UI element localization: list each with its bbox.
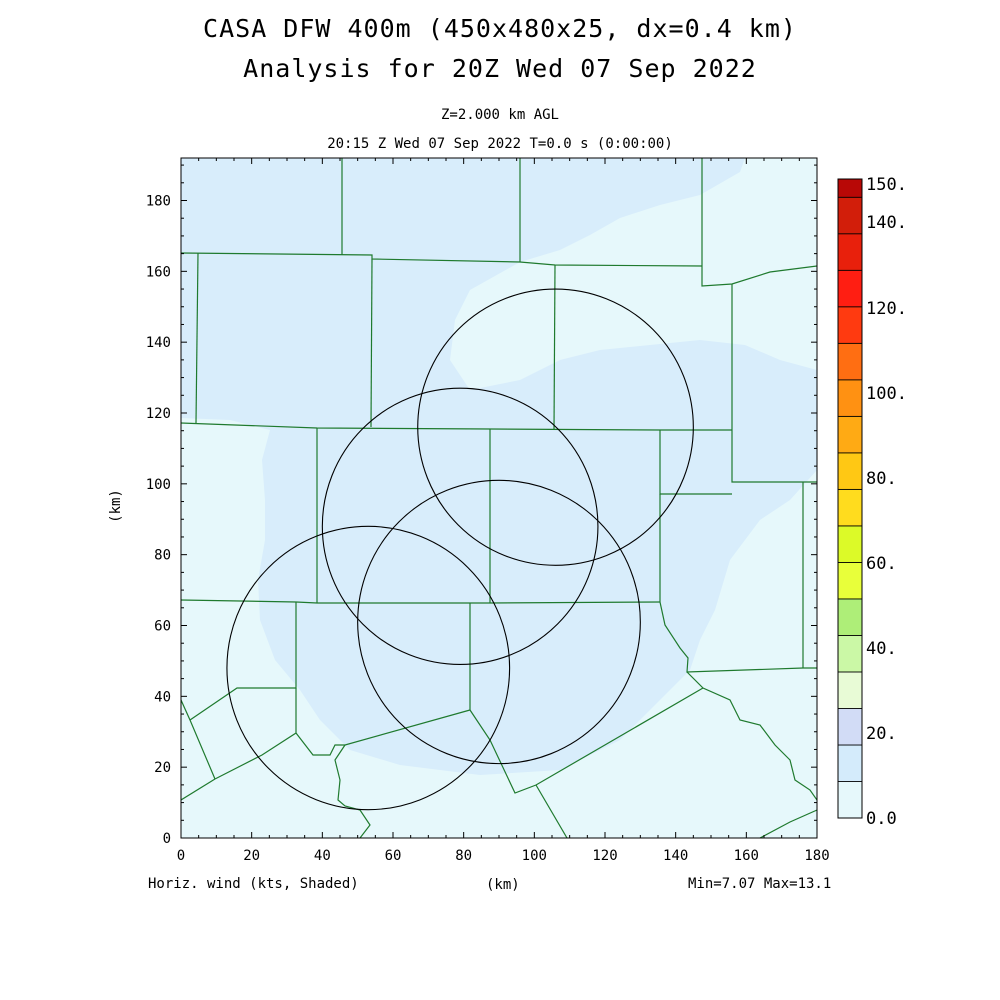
min-max-label: Min=7.07 Max=13.1: [688, 876, 832, 892]
colorbar-label: 60.: [866, 554, 897, 574]
colorbar-segment: [837, 233, 863, 271]
title-line-1: CASA DFW 400m (450x480x25, dx=0.4 km): [203, 14, 797, 43]
colorbar-segment: [837, 269, 863, 308]
colorbar-segment: [837, 379, 863, 417]
radar-ring-2: [321, 387, 599, 666]
colorbar-segment: [837, 488, 863, 527]
colorbar-label: 80.: [866, 469, 897, 489]
radar-ring-1: [417, 288, 694, 566]
y-axis-label: (km): [107, 489, 124, 523]
x-tick-label: 140: [663, 848, 688, 864]
level-label: Z=2.000 km AGL: [440, 107, 559, 123]
colorbar-segment: [837, 671, 863, 709]
y-tick-label: 140: [146, 335, 171, 351]
x-tick-label: 0: [177, 848, 185, 864]
colorbar-label: 140.: [866, 213, 907, 233]
radar-ring-4: [226, 525, 511, 811]
colorbar-segment: [837, 781, 863, 819]
x-tick-label: 120: [592, 848, 617, 864]
y-tick-label: 0: [163, 831, 171, 847]
colorbar-segment: [837, 562, 863, 600]
time-label: 20:15 Z Wed 07 Sep 2022 T=0.0 s (0:00:00…: [327, 136, 673, 152]
colorbar-label: 0.0: [866, 809, 897, 829]
colorbar-segment: [837, 415, 863, 454]
axis-ticks: 0 20 40 60 80 100 120 140 160 180 0 20 40 60 80 100 120 1…: [146, 158, 830, 864]
y-tick-label: 180: [146, 194, 171, 210]
colorbar-label: 150.: [866, 175, 907, 195]
x-tick-label: 180: [804, 848, 829, 864]
colorbar-segment: [837, 452, 863, 490]
radar-coverage-rings: [226, 288, 694, 811]
colorbar-segment: [837, 306, 863, 344]
colorbar-segment: [837, 342, 863, 381]
colorbar-label: 120.: [866, 299, 907, 319]
shading-mid-region: [181, 158, 817, 775]
x-tick-label: 20: [243, 848, 260, 864]
colorbar-frame: [837, 178, 863, 819]
y-tick-label: 20: [154, 760, 171, 776]
x-tick-label: 100: [522, 848, 547, 864]
colorbar-segment: [837, 744, 863, 782]
colorbar-segment: [837, 598, 863, 636]
y-tick-label: 120: [146, 406, 171, 422]
y-tick-label: 100: [146, 477, 171, 493]
radar-ring-3: [357, 479, 641, 765]
y-tick-label: 40: [154, 689, 171, 705]
colorbar-label: 20.: [866, 724, 897, 744]
colorbar-segment: [837, 635, 863, 673]
colorbar-segment: [837, 196, 863, 235]
x-axis-label: (km): [486, 877, 520, 893]
y-tick-label: 160: [146, 264, 171, 280]
title-line-2: Analysis for 20Z Wed 07 Sep 2022: [243, 54, 757, 83]
y-tick-label: 80: [154, 548, 171, 564]
wind-shading: [181, 158, 817, 838]
colorbar-segment: [837, 525, 863, 563]
colorbar: 0.0 20. 40. 60. 80. 100. 120. 140. 150.: [837, 175, 907, 829]
x-tick-label: 40: [314, 848, 331, 864]
county-boundaries: [181, 158, 817, 838]
colorbar-label: 40.: [866, 639, 897, 659]
y-tick-label: 60: [154, 619, 171, 635]
x-tick-label: 80: [455, 848, 472, 864]
colorbar-label: 100.: [866, 384, 907, 404]
x-tick-label: 60: [385, 848, 402, 864]
colorbar-segment: [837, 178, 863, 198]
colorbar-segment: [837, 708, 863, 746]
field-label: Horiz. wind (kts, Shaded): [148, 876, 359, 892]
x-tick-label: 160: [734, 848, 759, 864]
